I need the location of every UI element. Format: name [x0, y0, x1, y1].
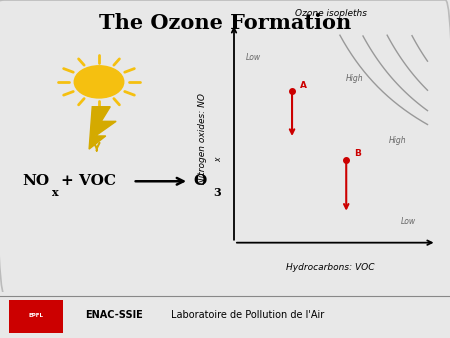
Text: 3: 3 — [214, 188, 221, 198]
Text: High: High — [346, 74, 364, 83]
Text: B: B — [354, 149, 361, 158]
Text: Hydrocarbons: VOC: Hydrocarbons: VOC — [287, 263, 375, 272]
Text: High: High — [389, 136, 406, 145]
Text: + VOC: + VOC — [61, 174, 116, 188]
Circle shape — [74, 66, 124, 98]
Text: ENAC-SSIE: ENAC-SSIE — [86, 310, 143, 320]
Text: A: A — [300, 81, 307, 90]
Text: Ozone isopleths: Ozone isopleths — [295, 8, 367, 18]
Text: Nitrogen oxides: NO: Nitrogen oxides: NO — [198, 93, 207, 184]
Text: Laboratoire de Pollution de l'Air: Laboratoire de Pollution de l'Air — [171, 310, 324, 320]
FancyBboxPatch shape — [9, 300, 63, 333]
Text: x: x — [52, 188, 58, 198]
Text: Low: Low — [400, 217, 415, 226]
Text: NO: NO — [22, 174, 50, 188]
Text: The Ozone Formation: The Ozone Formation — [99, 14, 351, 33]
Text: Low: Low — [246, 53, 261, 62]
Text: EPFL: EPFL — [28, 313, 44, 318]
Text: x: x — [214, 157, 223, 162]
Polygon shape — [89, 107, 116, 149]
Text: O: O — [194, 174, 207, 188]
